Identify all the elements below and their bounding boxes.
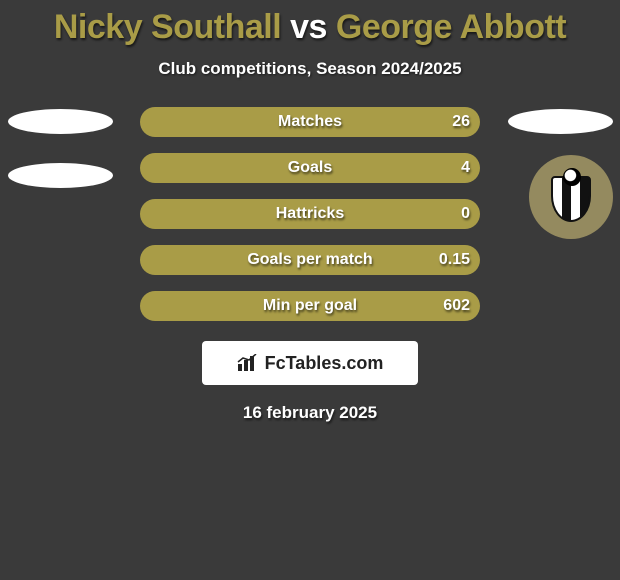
chart-bars-icon (237, 354, 259, 372)
stat-row: Goals per match0.15 (0, 245, 620, 275)
fctables-text: FcTables.com (265, 353, 384, 374)
comparison-title: Nicky Southall vs George Abbott (0, 0, 620, 47)
stat-label: Min per goal (140, 291, 480, 321)
stat-value-right: 0 (461, 199, 470, 229)
fctables-badge: FcTables.com (202, 341, 418, 385)
stat-label: Hattricks (140, 199, 480, 229)
comparison-subtitle: Club competitions, Season 2024/2025 (0, 59, 620, 79)
stat-label: Matches (140, 107, 480, 137)
stat-value-right: 4 (461, 153, 470, 183)
stat-row: Matches26 (0, 107, 620, 137)
stat-row: Hattricks0 (0, 199, 620, 229)
stat-value-right: 602 (443, 291, 470, 321)
stat-label: Goals per match (140, 245, 480, 275)
player2-name: George Abbott (336, 8, 566, 46)
stat-value-right: 0.15 (439, 245, 470, 275)
snapshot-date: 16 february 2025 (0, 403, 620, 423)
stat-row: Min per goal602 (0, 291, 620, 321)
player1-name: Nicky Southall (54, 8, 281, 46)
stat-label: Goals (140, 153, 480, 183)
stat-row: Goals4 (0, 153, 620, 183)
vs-word: vs (290, 8, 327, 46)
stats-chart: Matches26 Goals4 Hattricks0 Goals per match… (0, 107, 620, 321)
stat-value-right: 26 (452, 107, 470, 137)
